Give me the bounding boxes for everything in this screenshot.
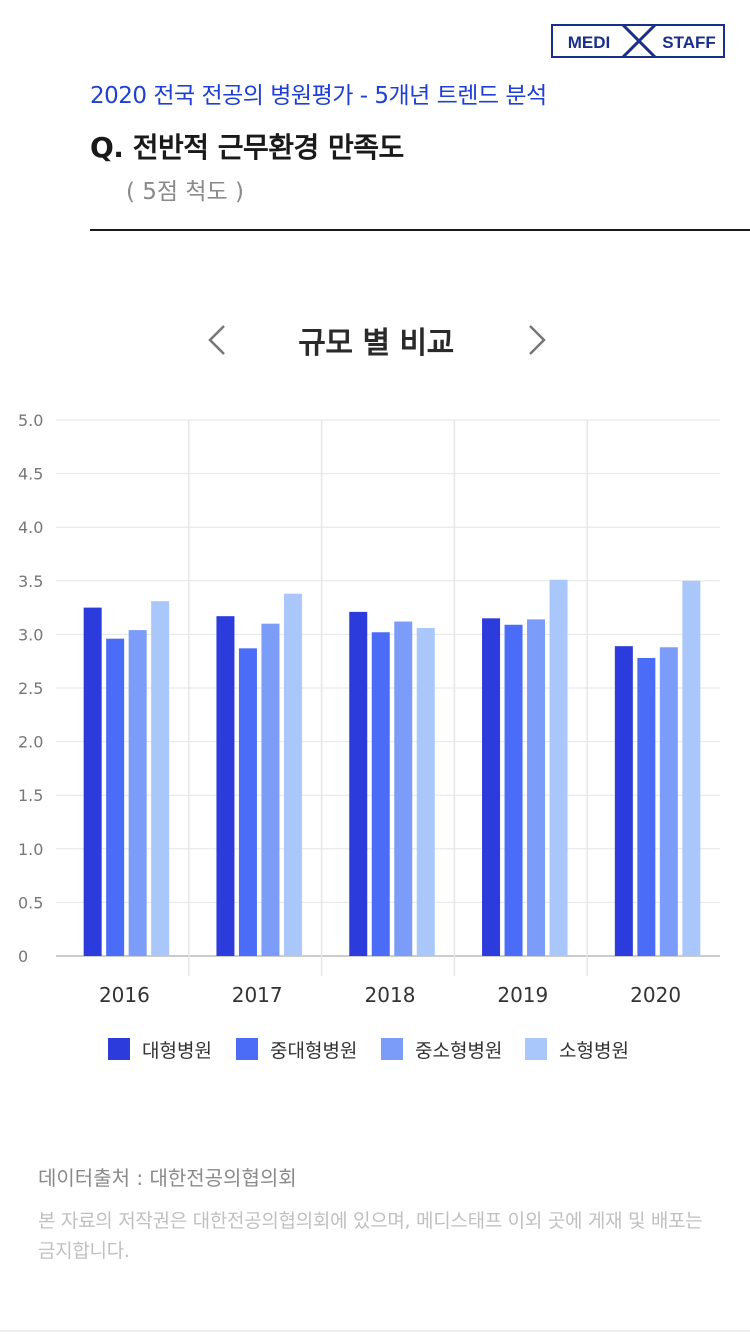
legend-item: 중소형병원 (381, 1036, 502, 1062)
legend-swatch (381, 1038, 403, 1060)
logo-text-left: MEDI (568, 33, 611, 52)
legend-item: 중대형병원 (236, 1036, 357, 1062)
y-tick-label: 5.0 (18, 411, 43, 430)
bar-2019-1 (504, 624, 523, 956)
bar-2019-3 (549, 579, 568, 956)
chevron-right-icon (529, 325, 546, 355)
copyright-notice: 본 자료의 저작권은 대한전공의협의회에 있으며, 메디스태프 이외 곳에 게재… (38, 1210, 703, 1262)
legend-label: 소형병원 (559, 1039, 629, 1062)
bar-2016-3 (151, 601, 170, 956)
bar-2019-0 (482, 618, 501, 956)
y-tick-label: 3.5 (18, 572, 43, 591)
chevron-left-icon (208, 325, 225, 355)
legend-label: 중소형병원 (415, 1039, 503, 1062)
prev-button[interactable] (198, 316, 238, 364)
bar-2016-1 (106, 638, 125, 956)
bar-2019-2 (527, 619, 546, 956)
x-tick-label: 2016 (99, 983, 150, 1007)
report-subtitle: 2020 전국 전공의 병원평가 - 5개년 트렌드 분석 (90, 83, 547, 109)
legend-item: 소형병원 (525, 1036, 629, 1062)
bar-2020-2 (659, 647, 678, 956)
bar-2018-0 (349, 611, 368, 956)
bar-2018-2 (394, 621, 413, 956)
chart-title: 규모 별 비교 (298, 326, 454, 361)
bar-2017-2 (261, 623, 280, 956)
legend-label: 중대형병원 (270, 1039, 358, 1062)
question-title: Q. 전반적 근무환경 만족도 (90, 131, 404, 164)
bar-2018-1 (371, 632, 390, 956)
y-tick-label: 2.5 (18, 679, 43, 698)
medistaff-logo: MEDI STAFF (551, 23, 725, 59)
logo-text-right: STAFF (662, 33, 716, 52)
bar-2020-1 (637, 657, 656, 956)
bar-2016-0 (83, 607, 102, 956)
x-tick-label: 2020 (630, 983, 681, 1007)
legend-swatch (108, 1038, 130, 1060)
y-tick-label: 1.5 (18, 786, 43, 805)
y-tick-label: 0.5 (18, 893, 43, 912)
y-tick-label: 4.0 (18, 518, 43, 537)
header-divider (90, 229, 750, 231)
y-tick-label: 1.0 (18, 840, 43, 859)
y-tick-label: 3.0 (18, 625, 43, 644)
chart-legend: 대형병원 중대형병원 중소형병원 소형병원 (0, 1036, 750, 1062)
bar-2020-3 (682, 580, 701, 956)
legend-label: 대형병원 (142, 1039, 212, 1062)
y-tick-label: 4.5 (18, 465, 43, 484)
bar-2017-0 (216, 616, 235, 956)
bottom-divider (0, 1330, 750, 1332)
legend-swatch (236, 1038, 258, 1060)
data-source: 데이터출처 : 대한전공의협의회 (38, 1166, 297, 1190)
bar-2017-3 (283, 593, 302, 956)
x-tick-label: 2017 (232, 983, 283, 1007)
legend-swatch (525, 1038, 547, 1060)
x-tick-label: 2019 (497, 983, 548, 1007)
x-tick-label: 2018 (365, 983, 416, 1007)
bar-2020-0 (614, 646, 633, 956)
bar-2016-2 (128, 630, 147, 956)
next-button[interactable] (516, 316, 556, 364)
bar-2018-3 (416, 627, 435, 956)
legend-item: 대형병원 (108, 1036, 212, 1062)
y-tick-label: 0 (18, 947, 28, 966)
bar-2017-1 (238, 648, 257, 956)
scale-note: ( 5점 척도 ) (126, 179, 244, 205)
y-tick-label: 2.0 (18, 733, 43, 752)
bar-chart: 0 0.5 1.0 1.5 2.0 2.5 3.0 3.5 4.0 4.5 5.0 2016 2017 2… (18, 411, 720, 1007)
